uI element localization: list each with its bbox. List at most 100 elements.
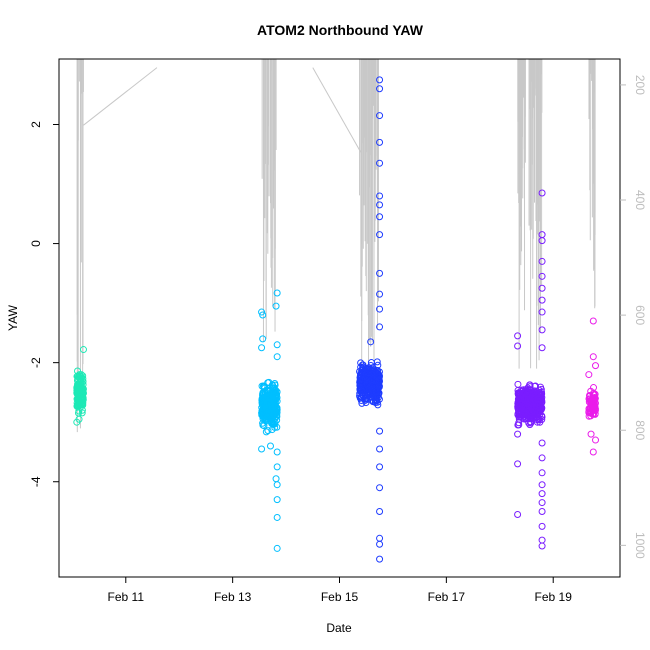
data-point xyxy=(74,388,82,396)
data-point-outlier xyxy=(514,510,522,518)
data-point xyxy=(361,368,369,376)
data-point-outlier xyxy=(273,448,281,456)
data-point-outlier xyxy=(538,284,546,292)
data-point-outlier xyxy=(258,445,266,453)
chart-title: ATOM2 Northbound YAW xyxy=(257,22,424,38)
x-axis-tick-label: Feb 15 xyxy=(321,590,359,604)
y-axis-tick-label: -2 xyxy=(29,357,43,368)
data-point xyxy=(373,392,381,400)
data-point-outlier xyxy=(589,448,597,456)
data-point xyxy=(264,427,272,435)
data-point-outlier xyxy=(273,481,281,489)
series-lines xyxy=(76,59,596,433)
data-point-outlier xyxy=(538,272,546,280)
data-point-outlier xyxy=(538,454,546,462)
data-point-outlier xyxy=(514,430,522,438)
data-point xyxy=(259,415,267,423)
y-axis-label: YAW xyxy=(6,304,20,331)
data-point-outlier xyxy=(376,159,384,167)
data-points xyxy=(73,76,600,563)
data-point-outlier xyxy=(258,308,266,316)
data-point xyxy=(531,407,539,415)
data-point-outlier xyxy=(538,522,546,530)
data-point-outlier xyxy=(272,302,280,310)
data-point xyxy=(536,404,544,412)
data-point xyxy=(361,376,369,384)
data-point-outlier xyxy=(376,540,384,548)
data-point xyxy=(358,375,366,383)
data-point xyxy=(365,387,373,395)
data-point xyxy=(372,376,380,384)
data-point-outlier xyxy=(376,445,384,453)
data-point-outlier xyxy=(538,490,546,498)
data-point-outlier xyxy=(376,555,384,563)
data-point-outlier xyxy=(585,371,593,379)
data-point xyxy=(268,401,276,409)
data-point xyxy=(74,372,82,380)
data-point-outlier xyxy=(273,341,281,349)
data-point xyxy=(529,389,537,397)
data-point xyxy=(357,387,365,395)
data-point-outlier xyxy=(538,542,546,550)
data-point xyxy=(268,426,276,434)
data-point xyxy=(535,400,543,408)
data-point-outlier xyxy=(376,463,384,471)
data-point xyxy=(365,369,373,377)
data-point-outlier xyxy=(376,192,384,200)
data-point-outlier xyxy=(376,231,384,239)
data-point xyxy=(372,388,380,396)
data-point xyxy=(373,372,381,380)
series-line-connector xyxy=(312,67,363,155)
data-point xyxy=(270,384,278,392)
data-point xyxy=(74,399,82,407)
data-point-outlier xyxy=(376,138,384,146)
data-point xyxy=(269,395,277,403)
data-point xyxy=(368,388,376,396)
x-axis-tick-label: Feb 11 xyxy=(108,590,145,604)
series-line-connector xyxy=(83,67,158,126)
data-point-outlier xyxy=(376,305,384,313)
data-point xyxy=(78,373,86,381)
data-point-outlier xyxy=(376,323,384,331)
data-point-outlier xyxy=(273,353,281,361)
data-point-outlier xyxy=(376,290,384,298)
data-point-outlier xyxy=(589,317,597,325)
data-point-outlier xyxy=(376,484,384,492)
data-point-outlier xyxy=(538,499,546,507)
data-point-outlier xyxy=(514,332,522,340)
data-point xyxy=(363,379,371,387)
data-point xyxy=(74,395,82,403)
data-point xyxy=(365,376,373,384)
data-point xyxy=(538,412,546,420)
data-point-outlier xyxy=(273,463,281,471)
data-point xyxy=(518,397,526,405)
x-axis-label: Date xyxy=(326,621,352,635)
data-point-outlier xyxy=(273,513,281,521)
data-point-outlier xyxy=(538,257,546,265)
x-axis-tick-label: Feb 13 xyxy=(214,590,252,604)
data-point-outlier xyxy=(514,460,522,468)
data-point-outlier xyxy=(514,342,522,350)
data-point xyxy=(524,390,532,398)
data-point-outlier xyxy=(538,237,546,245)
data-point xyxy=(369,371,377,379)
data-point-outlier xyxy=(376,85,384,93)
data-point xyxy=(73,402,81,410)
data-point-outlier xyxy=(587,430,595,438)
data-point xyxy=(358,383,366,391)
data-point xyxy=(265,391,273,399)
data-point xyxy=(260,422,268,430)
y-axis-tick-label: -4 xyxy=(29,476,43,487)
data-point xyxy=(518,406,526,414)
data-point-outlier xyxy=(538,439,546,447)
data-point-outlier xyxy=(273,544,281,552)
data-point-outlier xyxy=(538,508,546,516)
data-point-outlier xyxy=(376,269,384,277)
data-point-outlier xyxy=(592,436,600,444)
data-point-outlier xyxy=(538,308,546,316)
x-axis-tick-label: Feb 17 xyxy=(428,590,466,604)
data-point-outlier xyxy=(273,496,281,504)
data-point-outlier xyxy=(376,201,384,209)
